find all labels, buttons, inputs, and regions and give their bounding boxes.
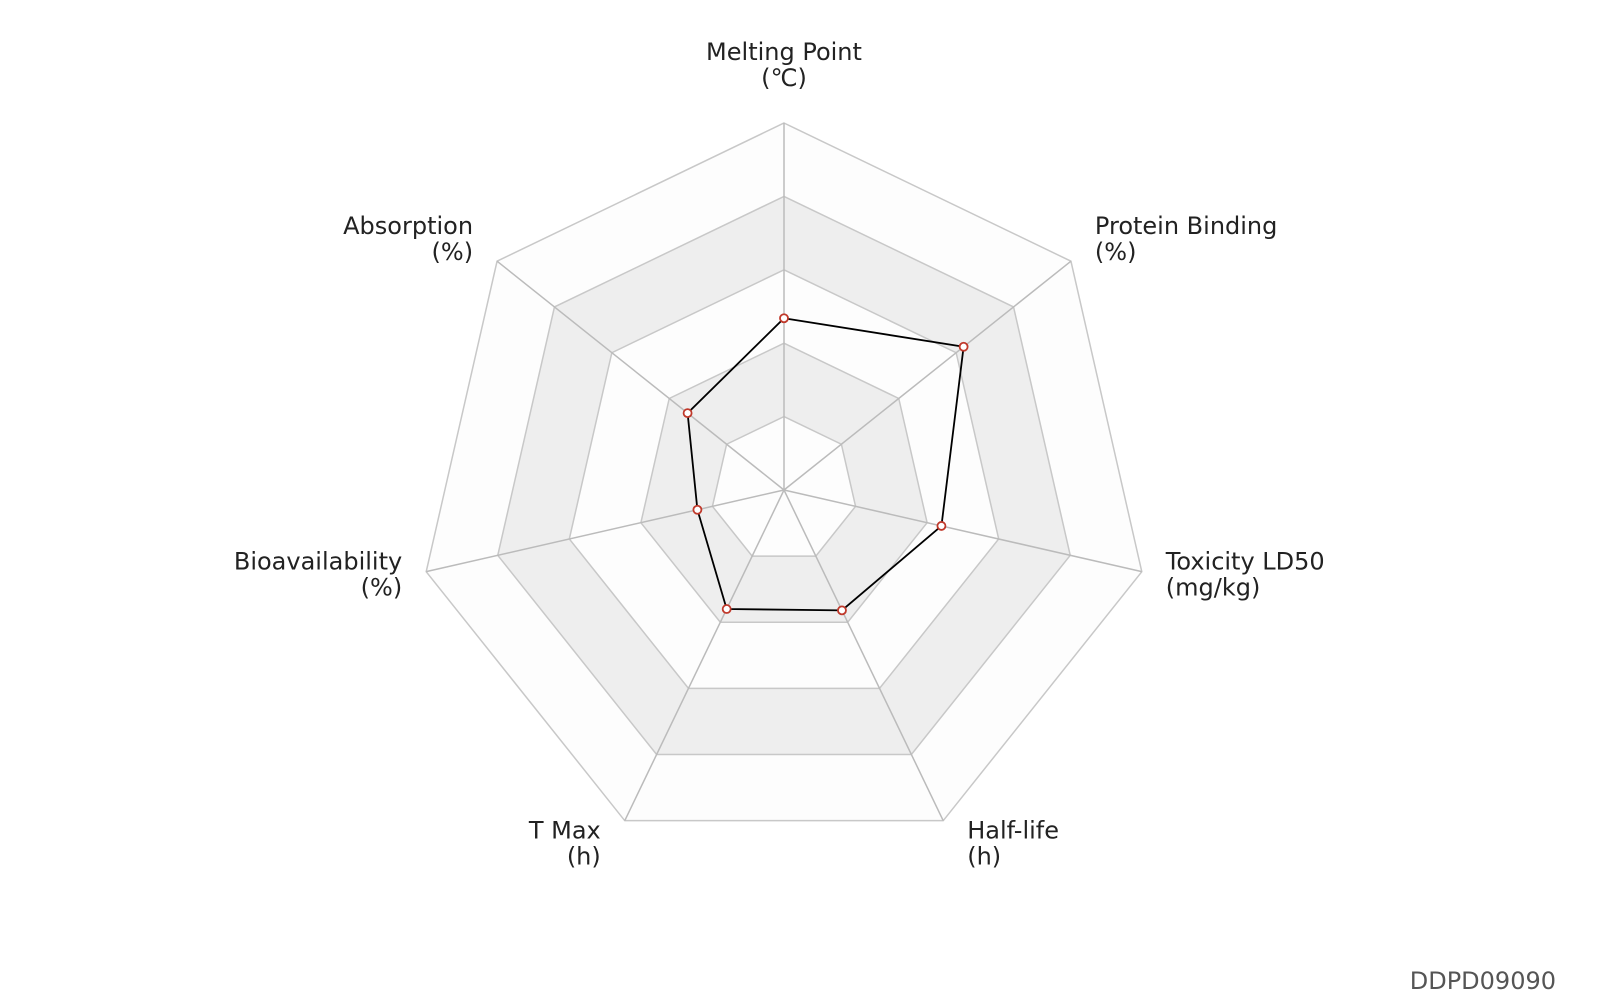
data-point: [837, 605, 847, 616]
axis-label: T Max: [528, 817, 601, 845]
data-point: [936, 521, 947, 531]
axis-spoke: [783, 489, 944, 821]
axis-label: (%): [432, 238, 474, 266]
axis-spoke: [783, 260, 1072, 491]
axis-spoke: [624, 489, 785, 821]
axis-label: Toxicity LD50: [1165, 548, 1325, 576]
axis-spoke: [783, 489, 1142, 573]
data-point: [779, 313, 789, 324]
axis-spoke: [426, 489, 785, 573]
data-point: [682, 408, 693, 419]
data-point: [721, 604, 732, 614]
data-point: [692, 504, 703, 515]
axis-label: (%): [1095, 238, 1137, 266]
axis-label: (%): [361, 574, 403, 602]
data-point: [958, 341, 969, 352]
axis-spoke: [496, 260, 785, 491]
axis-label: (mg/kg): [1166, 574, 1261, 602]
axis-label: Protein Binding: [1095, 212, 1277, 240]
axis-label: (h): [567, 843, 601, 871]
axis-label: (h): [967, 843, 1001, 871]
axis-label: Absorption: [343, 212, 473, 240]
axis-label: Bioavailability: [234, 548, 402, 576]
axis-label: (℃): [761, 64, 807, 92]
watermark: DDPD09090: [1410, 967, 1556, 995]
axis-label: Half-life: [967, 817, 1059, 845]
axis-label: Melting Point: [706, 38, 862, 66]
series-line: [686, 317, 965, 612]
